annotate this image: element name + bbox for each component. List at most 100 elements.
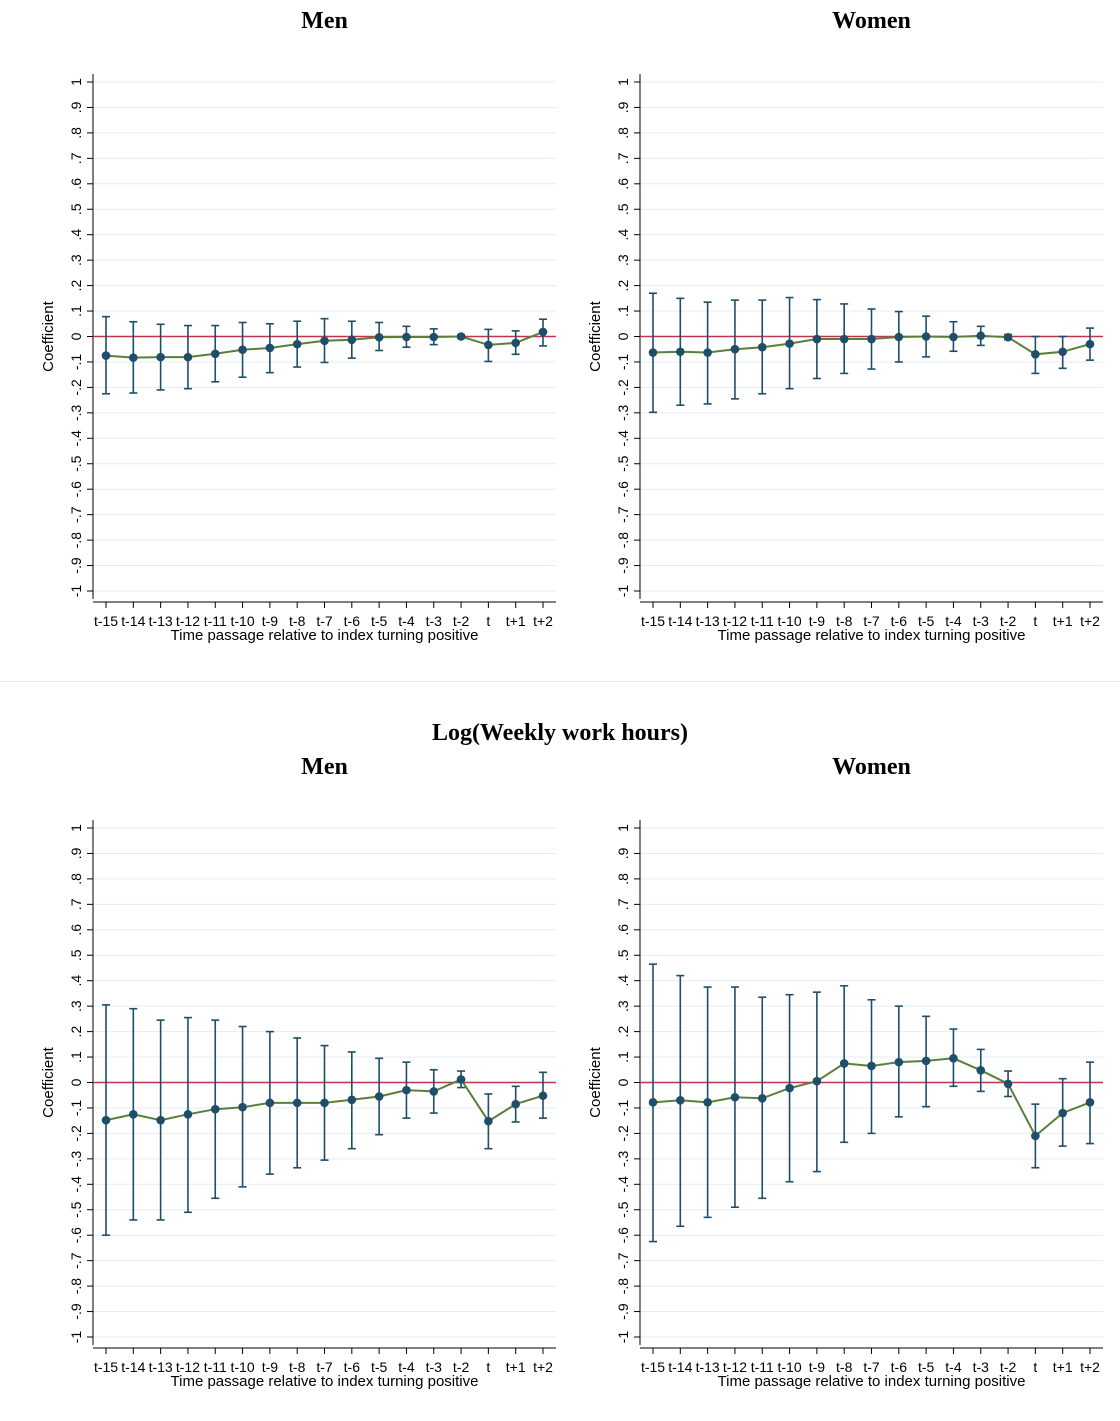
y-tick-label: -1 [68,585,84,598]
y-tick-label: -.1 [68,1100,84,1117]
y-tick-label: .1 [68,305,84,317]
y-tick-label: .6 [615,924,631,936]
data-point [1031,1131,1040,1141]
data-point [374,1092,384,1101]
y-tick-label: -.8 [68,1278,84,1295]
x-tick-label: t-4 [398,613,415,629]
x-tick-label: t-3 [973,1359,990,1375]
x-tick-label: t-13 [149,613,173,629]
y-tick-label: -.2 [615,379,631,396]
x-tick-label: t+1 [506,1359,526,1375]
x-tick-label: t+1 [1053,1359,1073,1375]
y-tick-label: .7 [68,898,84,910]
data-point [949,1054,958,1063]
x-tick-label: t [486,613,490,629]
y-tick-label: -1 [615,1331,631,1344]
y-axis-label: Coefficient [587,300,604,371]
x-tick-label: t-11 [204,1359,227,1375]
y-tick-label: -.3 [615,404,631,421]
chart-men-bottom: Men -1 -.9 -.8 -.7 -.6 -.5 -.4 -.3 -.2 -.1 0 .1 .2 .3.… [40,754,556,1390]
y-tick-label: -.7 [68,1252,84,1269]
y-tick-label: -.3 [68,1150,84,1167]
y-tick-label: 1 [615,824,631,832]
y-tick-label: -.9 [615,1303,631,1320]
y-tick-label: 0 [615,1078,631,1086]
y-tick-label: -.5 [68,1201,84,1218]
y-tick-label: -.5 [615,1201,631,1218]
x-axis-label: Time passage relative to index turning p… [718,627,1026,644]
chart-women-top: Women -1 -.9 -.8 -.7 -.6 -.5 -.4 -.3 -.2 -.1 0 .1 .2.… [587,8,1103,644]
x-tick-label: t-4 [945,613,962,629]
y-tick-label: .4 [615,975,631,987]
x-tick-label: t-6 [891,613,908,629]
y-tick-label: .2 [615,1026,631,1038]
x-tick-label: t+1 [506,613,526,629]
x-tick-label: t-9 [809,613,826,629]
x-tick-label: t+2 [1080,613,1100,629]
data-point [812,334,822,344]
data-point [429,332,439,342]
y-tick-label: .8 [615,873,631,885]
y-tick-label: .1 [68,1051,84,1063]
x-tick-label: t-15 [94,613,118,629]
x-tick-label: t-15 [641,1359,665,1375]
data-point [730,344,740,354]
data-point [976,1065,986,1075]
y-tick-label: .5 [615,203,631,215]
x-tick-label: t-10 [778,1359,802,1375]
y-tick-label: 1 [68,78,84,86]
y-tick-label: .2 [615,280,631,292]
x-tick-label: t-6 [344,1359,361,1375]
y-tick-label: -.9 [68,557,84,574]
x-tick-label: t-12 [723,613,747,629]
y-tick-label: -.2 [615,1125,631,1142]
x-tick-label: t-7 [863,1359,880,1375]
data-point [129,353,138,362]
y-tick-label: .9 [615,101,631,113]
x-tick-label: t-5 [918,613,935,629]
x-tick-label: t-10 [231,1359,255,1375]
y-tick-label: -.9 [68,1303,84,1320]
y-tick-label: -.8 [615,532,631,549]
data-point [949,332,958,342]
x-tick-label: t-2 [453,613,470,629]
y-axis-label: Coefficient [40,1046,57,1117]
data-point [238,345,247,355]
y-tick-label: 0 [615,332,631,340]
panel-title: Women [832,754,911,780]
x-tick-label: t-9 [262,613,279,629]
panel-title: Women [832,8,911,34]
x-tick-label: t-7 [863,613,880,629]
x-tick-label: t-12 [723,1359,747,1375]
data-point [402,332,411,342]
y-tick-label: .4 [68,229,84,241]
y-tick-label: -.3 [615,1150,631,1167]
y-tick-label: .3 [68,254,84,266]
data-point [757,342,767,352]
data-point [129,1110,138,1119]
data-point [265,343,275,353]
x-tick-label: t-14 [668,1359,692,1375]
x-tick-label: t-9 [809,1359,826,1375]
data-point [101,351,111,360]
x-tick-label: t-6 [344,613,361,629]
data-point [812,1076,822,1086]
y-tick-label: .7 [68,152,84,164]
x-tick-label: t-8 [289,613,306,629]
data-point [538,327,548,337]
data-point [703,348,712,357]
data-point [894,1057,904,1067]
x-tick-label: t-14 [121,613,145,629]
y-tick-label: .9 [615,847,631,859]
y-tick-label: -.1 [615,354,631,371]
y-tick-label: .1 [615,305,631,317]
x-tick-label: t+2 [533,613,553,629]
data-point [292,339,302,349]
y-tick-label: .6 [68,924,84,936]
y-tick-label: -.6 [615,1227,631,1244]
y-axis-label: Coefficient [587,1046,604,1117]
data-point [839,334,849,344]
data-point [402,1085,411,1095]
data-point [785,1083,794,1093]
data-point [292,1098,302,1108]
